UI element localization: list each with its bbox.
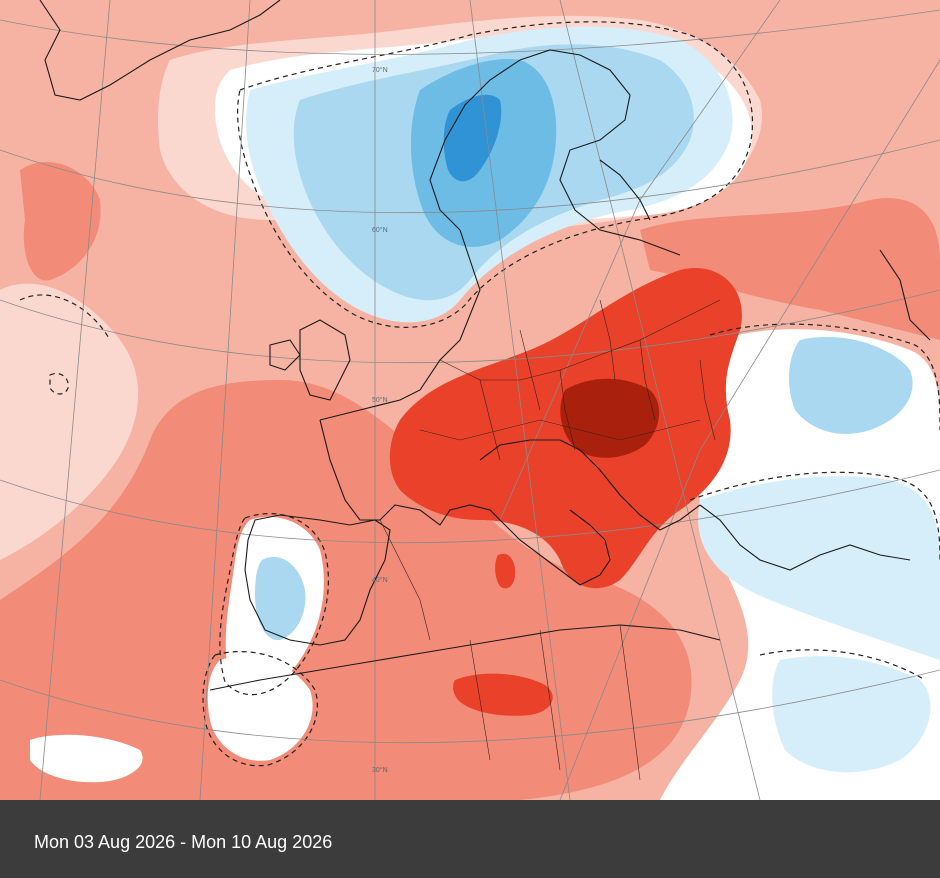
temperature-anomaly-map: 70°N 60°N 50°N 40°N 30°N xyxy=(0,0,940,800)
anomaly-neutral-morocco xyxy=(207,656,313,761)
anomaly-pale-red-atlantic xyxy=(0,283,139,560)
date-range-caption: Mon 03 Aug 2026 - Mon 10 Aug 2026 xyxy=(34,832,333,852)
anomaly-mid-red-east xyxy=(640,198,940,340)
anomaly-light-blue-east xyxy=(788,336,913,434)
anomaly-deep-red-core xyxy=(560,378,660,458)
anomaly-pale-blue-levant xyxy=(772,656,931,773)
parallel-label-30: 30°N xyxy=(372,766,388,774)
zero-anomaly-contours xyxy=(19,21,940,767)
anomaly-neutral-canaries xyxy=(30,734,143,783)
country-borders xyxy=(379,299,721,781)
parallel-label-60: 60°N xyxy=(372,226,388,234)
anomaly-mid-red-west xyxy=(20,161,101,281)
parallel-label-40: 40°N xyxy=(372,576,388,584)
caption-bar: Mon 03 Aug 2026 - Mon 10 Aug 2026 xyxy=(0,800,940,878)
coastlines xyxy=(39,0,931,691)
map-canvas: 70°N 60°N 50°N 40°N 30°N xyxy=(0,0,940,800)
anomaly-light-blue-iberia xyxy=(255,556,306,641)
anomaly-pale-blue-southeast xyxy=(698,476,940,660)
anomaly-strong-red-sahara xyxy=(453,673,553,716)
anomaly-strong-red-sardinia xyxy=(495,553,516,589)
parallel-label-50: 50°N xyxy=(372,396,388,404)
parallel-label-70: 70°N xyxy=(372,66,388,74)
